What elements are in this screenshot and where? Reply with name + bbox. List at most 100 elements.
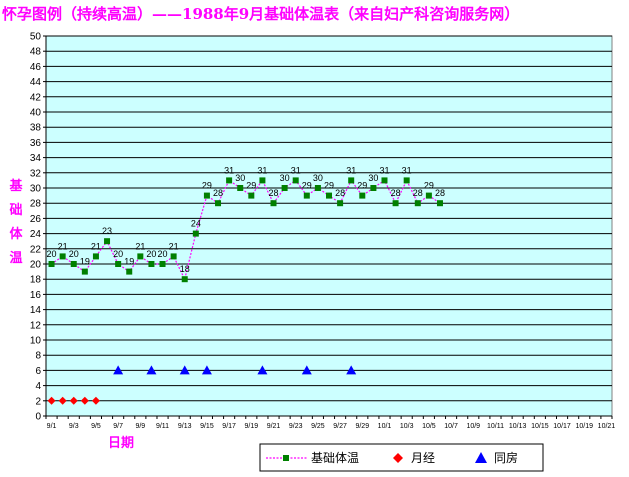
x-tick-label: 10/15 [531,423,549,430]
temperature-point [248,192,255,199]
intercourse-point [301,365,312,375]
temperature-point [192,230,199,237]
temperature-point [226,177,233,184]
temperature-data-label: 31 [291,165,301,175]
y-axis-label-char: 基 [8,178,23,194]
temperature-data-label: 28 [391,188,401,198]
temperature-data-label: 28 [335,188,345,198]
x-tick-label: 9/27 [333,423,347,430]
y-tick-label: 12 [30,320,42,331]
intercourse-point [113,365,124,375]
temperature-point [259,177,266,184]
y-tick-label: 4 [35,381,41,392]
menstruation-point [47,396,56,405]
temperature-data-label: 30 [368,173,378,183]
temperature-data-label: 20 [146,249,156,259]
x-axis-label: 日期 [108,436,134,451]
temperature-point [59,253,66,260]
x-tick-label: 10/5 [422,423,436,430]
legend-marker-intercourse [475,452,487,463]
y-tick-label: 18 [30,275,42,286]
temperature-point [303,192,310,199]
temperature-point [92,253,99,260]
legend-label-temperature: 基础体温 [311,451,359,465]
temperature-point [337,200,344,207]
y-axis-ticks: 0246810121416182022242628303234363840424… [30,32,612,423]
y-tick-label: 46 [30,62,42,73]
y-tick-label: 42 [30,92,42,103]
temperature-data-label: 20 [47,249,57,259]
x-tick-label: 10/21 [598,423,616,430]
y-tick-label: 30 [30,184,42,195]
menstruation-point [69,396,78,405]
chart-title: 怀孕图例（持续高温）——1988年9月基础体温表（来自妇产科咨询服务网） [2,5,519,23]
temperature-data-label: 31 [257,165,267,175]
x-tick-label: 9/1 [47,423,57,430]
temperature-data-label: 19 [124,257,134,267]
y-tick-label: 34 [30,153,42,164]
y-tick-label: 40 [30,108,42,119]
temperature-data-label: 24 [191,219,201,229]
legend-label-menstruation: 月经 [411,451,435,465]
menstruation-point [80,396,89,405]
y-tick-label: 26 [30,214,42,225]
temperature-data-label: 29 [324,181,334,191]
x-tick-label: 9/19 [245,423,259,430]
temperature-data-label: 21 [91,241,101,251]
temperature-data-label: 28 [269,188,279,198]
legend-box [259,443,544,472]
x-tick-label: 10/11 [487,423,504,430]
x-tick-label: 10/3 [400,423,414,430]
y-axis-label: 基础体温 [8,178,23,266]
temperature-point [148,261,155,267]
temperature-point [70,261,77,267]
legend: 基础体温 月经 同房 [259,443,544,472]
temperature-data-label: 29 [302,181,312,191]
temperature-data-label: 21 [58,241,68,251]
x-tick-label: 9/13 [178,423,192,430]
temperature-point [281,185,288,191]
menstruation-point [58,396,67,405]
y-tick-label: 2 [35,396,41,407]
y-tick-label: 14 [30,305,42,316]
temperature-point [403,177,410,184]
temperature-data-label: 31 [402,165,412,175]
temperature-point [370,185,377,191]
temperature-point [392,200,399,207]
temperature-point [115,261,122,267]
temperature-point [314,185,321,191]
temperature-point [215,200,222,207]
temperature-data-label: 28 [413,188,423,198]
y-axis-label-char: 础 [9,202,22,218]
grid-lines [46,35,612,402]
x-tick-label: 9/11 [156,423,169,430]
temperature-data-label: 21 [135,241,145,251]
temperature-point [237,185,244,191]
temperature-data-label: 23 [102,226,112,236]
y-tick-label: 0 [35,412,41,423]
legend-label-intercourse: 同房 [494,450,518,465]
temperature-point [425,192,432,199]
temperature-data-label: 20 [158,249,168,259]
x-tick-label: 10/13 [509,423,527,430]
x-tick-label: 9/25 [311,423,325,430]
temperature-point [159,261,166,267]
y-tick-label: 36 [30,138,42,149]
y-tick-label: 10 [30,336,42,347]
y-tick-label: 6 [35,366,41,377]
temperature-data-label: 19 [80,257,90,267]
y-tick-label: 28 [30,199,42,210]
temperature-data-label: 30 [280,173,290,183]
temperature-data-label: 20 [113,249,123,259]
x-tick-label: 9/3 [69,423,79,430]
temperature-data-label: 29 [246,181,256,191]
intercourse-point [146,365,157,375]
plot-area [45,35,613,417]
temperature-data-label: 18 [180,264,190,274]
temperature-point [270,200,277,207]
temperature-point [414,200,421,207]
legend-marker-menstruation [393,453,403,463]
legend-marker-temperature [283,455,289,461]
intercourse-point [201,365,212,375]
